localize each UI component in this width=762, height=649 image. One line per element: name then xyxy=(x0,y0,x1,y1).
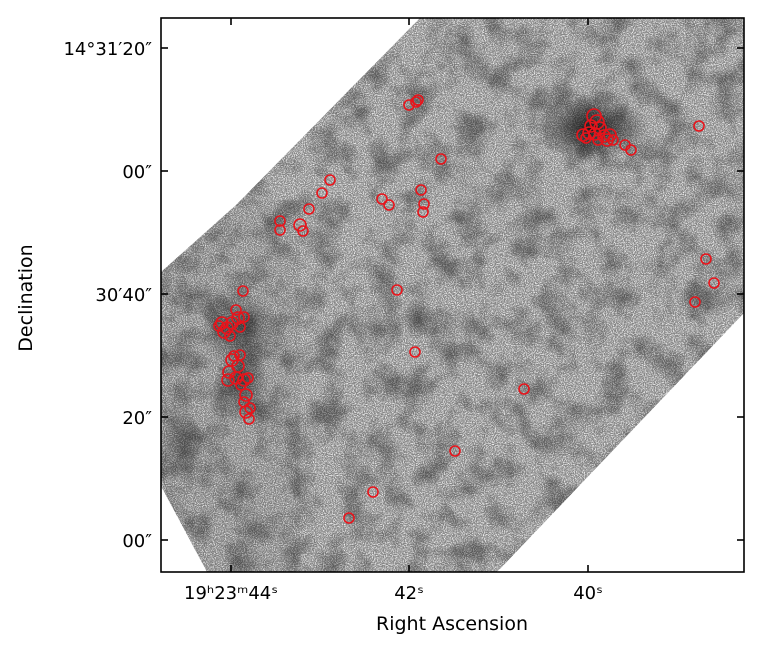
source-marker xyxy=(582,126,596,140)
source-marker xyxy=(303,203,315,215)
dark-emission-region xyxy=(200,290,280,370)
source-marker xyxy=(297,225,309,237)
source-marker xyxy=(580,132,592,144)
source-marker xyxy=(700,253,712,265)
source-marker xyxy=(708,277,720,289)
y-axis-label: Declination xyxy=(15,244,37,351)
y-tick-label: 00″ xyxy=(122,162,152,183)
image-panel xyxy=(161,18,744,572)
y-tick-label: 00″ xyxy=(122,531,152,552)
dark-emission-region xyxy=(161,410,205,470)
source-marker xyxy=(239,405,253,419)
source-marker xyxy=(403,99,415,111)
source-marker xyxy=(689,296,701,308)
source-markers xyxy=(213,94,720,524)
source-marker xyxy=(435,153,447,165)
source-marker xyxy=(239,388,253,402)
source-marker xyxy=(316,187,328,199)
dark-emission-region xyxy=(442,208,478,228)
source-marker xyxy=(607,134,619,146)
source-marker xyxy=(600,133,614,147)
source-marker xyxy=(584,119,598,133)
source-marker xyxy=(383,199,395,211)
source-marker xyxy=(242,372,254,384)
source-marker xyxy=(693,120,705,132)
source-marker xyxy=(274,215,286,227)
dark-emission-region xyxy=(402,296,434,340)
source-marker xyxy=(213,320,225,332)
y-tick-label: 14°31′20″ xyxy=(63,39,152,60)
source-marker xyxy=(367,486,379,498)
source-marker xyxy=(243,413,255,425)
source-marker xyxy=(238,311,250,323)
source-marker xyxy=(234,349,246,361)
y-tick-label: 30′40″ xyxy=(95,285,152,306)
source-marker xyxy=(418,198,430,210)
axes-frame xyxy=(160,17,745,573)
source-marker xyxy=(449,445,461,457)
source-marker xyxy=(409,346,421,358)
source-marker xyxy=(391,284,403,296)
source-marker xyxy=(234,321,246,333)
source-marker xyxy=(412,94,424,106)
x-tick-label: 19ʰ23ᵐ44ˢ xyxy=(184,583,278,604)
source-marker xyxy=(228,350,240,362)
source-marker xyxy=(293,218,307,232)
source-marker xyxy=(231,311,245,325)
source-marker xyxy=(324,174,336,186)
source-marker xyxy=(244,402,256,414)
source-marker xyxy=(592,134,604,146)
source-marker xyxy=(415,184,427,196)
source-marker xyxy=(220,321,234,335)
x-axis-label: Right Ascension xyxy=(376,613,528,635)
y-tick-label: 20″ xyxy=(122,408,152,429)
source-marker xyxy=(343,512,355,524)
source-marker xyxy=(221,373,235,387)
source-marker xyxy=(274,224,286,236)
source-marker xyxy=(410,96,422,108)
source-marker xyxy=(376,193,388,205)
source-marker xyxy=(237,285,249,297)
source-marker xyxy=(224,330,236,342)
x-tick-label: 40ˢ xyxy=(573,583,603,604)
source-marker xyxy=(417,206,429,218)
x-tick-label: 42ˢ xyxy=(394,583,424,604)
tick-marks xyxy=(161,18,744,572)
source-marker xyxy=(625,144,637,156)
source-marker xyxy=(230,304,242,316)
source-marker xyxy=(518,383,530,395)
source-marker xyxy=(235,379,247,391)
